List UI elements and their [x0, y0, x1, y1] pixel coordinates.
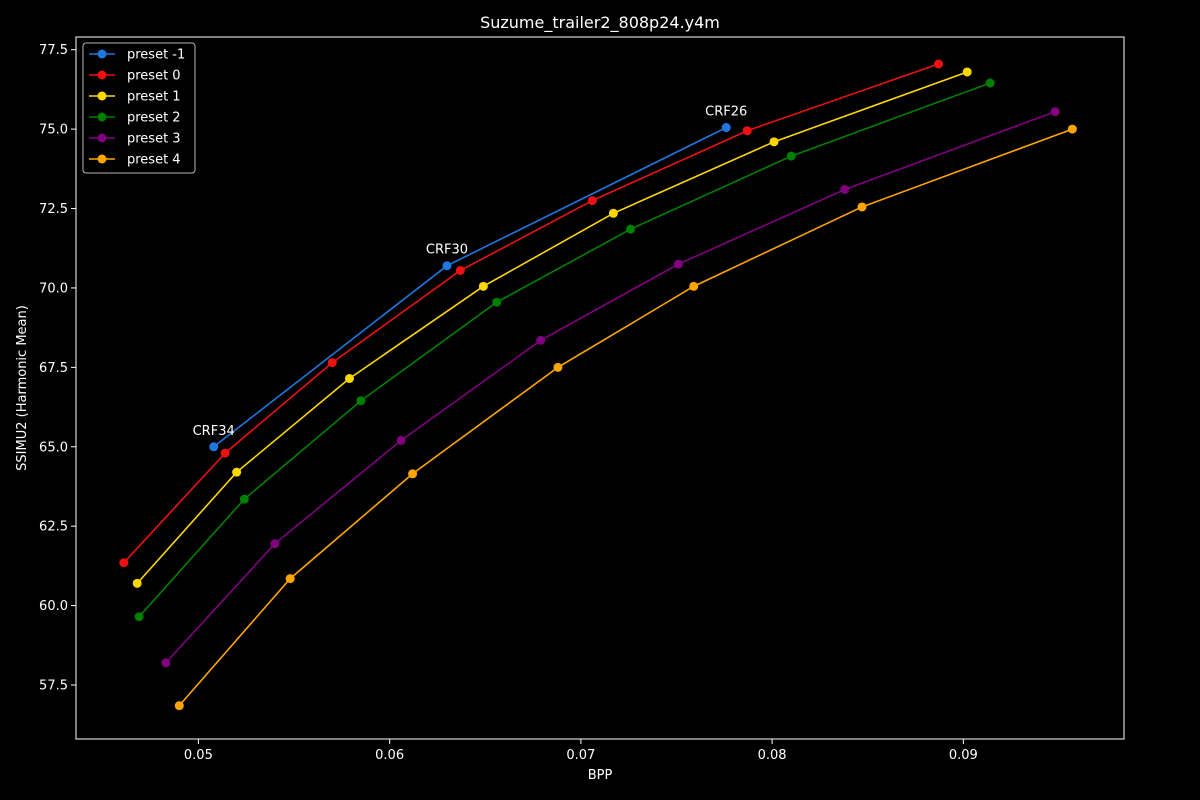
data-point [174, 701, 184, 711]
y-tick-label: 75.0 [39, 123, 68, 138]
legend-item: preset 0 [89, 69, 181, 84]
y-axis: 57.5 60.0 62.5 65.0 67.5 70.0 72.5 75.0 77.5 [39, 43, 76, 694]
legend-label: preset 3 [127, 132, 181, 147]
y-tick-label: 65.0 [39, 440, 68, 455]
legend-label: preset 2 [127, 111, 181, 126]
series-preset--1 [209, 123, 731, 452]
legend-marker [97, 70, 107, 80]
data-point [408, 469, 418, 479]
legend-item: preset 4 [89, 153, 181, 168]
legend-marker [97, 112, 107, 122]
data-point [786, 151, 796, 161]
series-preset-0 [119, 59, 943, 568]
data-point [933, 59, 943, 69]
legend-label: preset -1 [127, 48, 185, 63]
data-point [119, 558, 129, 568]
legend-item: preset 2 [89, 111, 181, 126]
data-point [769, 137, 779, 147]
y-tick-label: 57.5 [39, 679, 68, 694]
data-point [327, 358, 337, 368]
data-point [608, 208, 618, 218]
series-preset-1 [132, 67, 972, 588]
y-tick-label: 70.0 [39, 281, 68, 296]
x-tick-label: 0.07 [566, 748, 595, 763]
data-point [344, 373, 354, 383]
data-point [626, 224, 636, 234]
data-point [239, 494, 249, 504]
data-point [536, 335, 546, 345]
legend-label: preset 0 [127, 69, 181, 84]
plot-area-frame [75, 36, 1125, 740]
series-preset-4 [174, 124, 1077, 711]
y-tick-label: 60.0 [39, 599, 68, 614]
data-point [285, 574, 295, 584]
series-preset-2 [134, 78, 995, 622]
legend-marker [97, 154, 107, 164]
y-tick-label: 77.5 [39, 43, 68, 58]
data-point [356, 396, 366, 406]
annotation-label: CRF26 [705, 105, 747, 120]
data-point [689, 281, 699, 291]
legend-marker [97, 133, 107, 143]
data-point [840, 184, 850, 194]
legend-item: preset -1 [89, 48, 185, 63]
legend-label: preset 1 [127, 90, 181, 105]
chart-title: Suzume_trailer2_808p24.y4m [480, 13, 720, 33]
series-preset-3 [161, 107, 1060, 668]
data-point [161, 658, 171, 668]
data-point [232, 467, 242, 477]
x-axis: 0.05 0.06 0.07 0.08 0.09 [184, 739, 978, 763]
data-point [1067, 124, 1077, 134]
legend-marker [97, 49, 107, 59]
y-tick-label: 62.5 [39, 520, 68, 535]
data-point [478, 281, 488, 291]
data-point [134, 612, 144, 622]
data-point [553, 362, 563, 372]
data-point [220, 448, 230, 458]
x-tick-label: 0.05 [184, 748, 213, 763]
data-point [209, 442, 219, 452]
data-point [721, 123, 731, 133]
data-point [492, 297, 502, 307]
data-point [587, 196, 597, 206]
data-point [455, 265, 465, 275]
series-layer [119, 59, 1077, 711]
y-axis-label: SSIMU2 (Harmonic Mean) [15, 305, 30, 471]
legend: preset -1 preset 0 preset 1 preset 2 preset … [82, 42, 196, 174]
data-point [742, 126, 752, 136]
data-point [396, 435, 406, 445]
data-point [132, 578, 142, 588]
x-tick-label: 0.06 [375, 748, 404, 763]
x-axis-label: BPP [588, 768, 613, 783]
data-point [673, 259, 683, 269]
annotation-label: CRF30 [426, 243, 468, 258]
legend-item: preset 3 [89, 132, 181, 147]
x-tick-label: 0.08 [758, 748, 787, 763]
data-point [1050, 107, 1060, 117]
data-point [985, 78, 995, 88]
annotation-label: CRF34 [193, 424, 235, 439]
y-tick-label: 72.5 [39, 202, 68, 217]
data-point [270, 539, 280, 549]
x-tick-label: 0.09 [949, 748, 978, 763]
data-point [857, 202, 867, 212]
y-tick-label: 67.5 [39, 361, 68, 376]
data-point [442, 261, 452, 271]
legend-item: preset 1 [89, 90, 181, 105]
legend-marker [97, 91, 107, 101]
data-point [962, 67, 972, 77]
annotation-layer: CRF34 CRF30 CRF26 [193, 105, 748, 439]
legend-label: preset 4 [127, 153, 181, 168]
